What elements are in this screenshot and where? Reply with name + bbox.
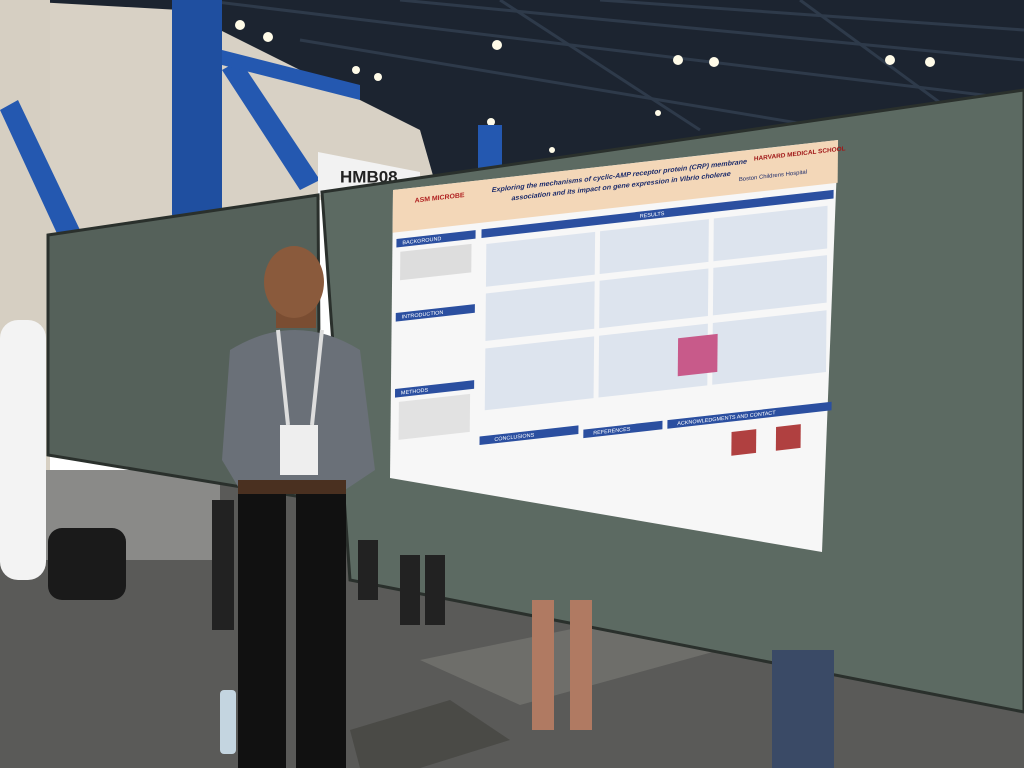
ceiling-lights: [235, 20, 935, 153]
beam: [222, 50, 360, 100]
pillar: [478, 125, 502, 170]
backpack: [48, 528, 126, 600]
poster-header: [392, 140, 839, 233]
water-bottle: [220, 690, 236, 754]
person-legs: [772, 650, 834, 768]
floor-grate: [350, 700, 510, 768]
person-left: [0, 320, 46, 580]
beam: [0, 100, 80, 240]
beam: [222, 60, 320, 190]
ceiling-truss: [199, 0, 1024, 142]
section-header: RESULTS: [640, 211, 665, 220]
section-header: INTRODUCTION: [402, 310, 444, 321]
section-header: CONCLUSIONS: [494, 433, 534, 443]
person: [222, 246, 375, 768]
pillar: [172, 0, 222, 215]
poster-content: ASM MICROBE Exploring the mechanisms of …: [392, 140, 846, 456]
person-legs: [532, 600, 592, 730]
people-legs: [212, 500, 445, 630]
section-header: REFERENCES: [593, 426, 631, 436]
section-header: METHODS: [401, 388, 429, 397]
section-header: BACKGROUND: [402, 236, 441, 246]
